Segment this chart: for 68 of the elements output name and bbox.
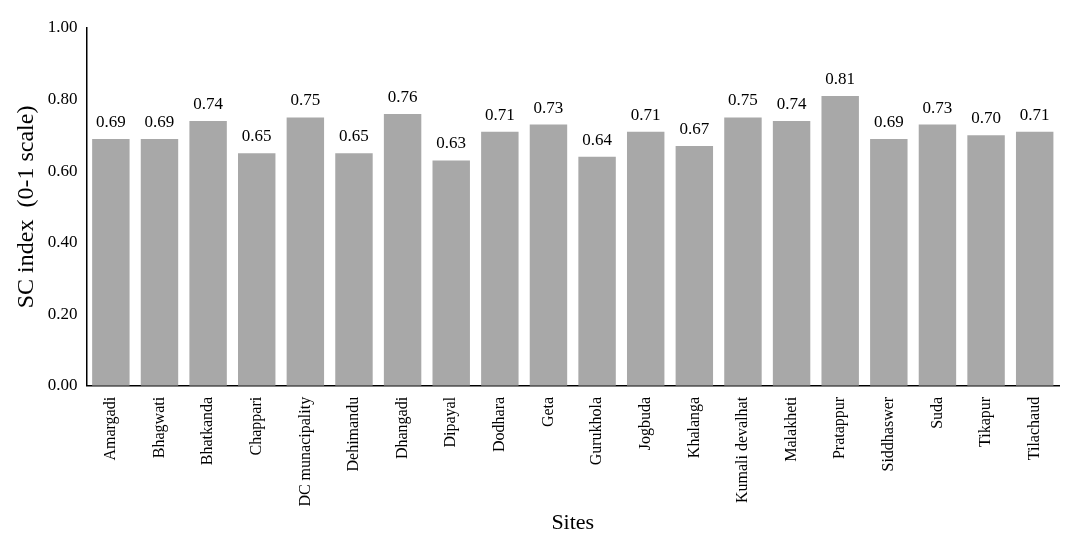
bar bbox=[772, 121, 811, 386]
bar bbox=[92, 138, 130, 386]
data-label: 0.69 bbox=[144, 111, 175, 131]
y-tick-label: 0.40 bbox=[47, 232, 78, 252]
y-tick-label: 1.00 bbox=[47, 17, 78, 37]
bar bbox=[383, 113, 422, 386]
x-tick-label: Dehimandu bbox=[344, 396, 362, 472]
x-tick-label: Malakheti bbox=[781, 396, 799, 462]
data-label: 0.63 bbox=[436, 133, 467, 153]
data-label: 0.73 bbox=[533, 97, 564, 117]
x-tick-label: Geta bbox=[538, 396, 556, 428]
bar bbox=[286, 117, 325, 386]
data-label: 0.75 bbox=[728, 90, 758, 110]
y-axis-title: SC index (0-1 scale) bbox=[11, 105, 38, 309]
data-label: 0.71 bbox=[630, 104, 661, 124]
data-label: 0.71 bbox=[1019, 104, 1050, 124]
x-axis-title: Sites bbox=[551, 508, 595, 534]
x-tick-label: Pratappur bbox=[830, 396, 849, 460]
data-label: 0.69 bbox=[873, 111, 904, 131]
y-tick-label: 0.20 bbox=[47, 303, 78, 323]
bar bbox=[578, 156, 616, 386]
bar bbox=[238, 153, 276, 386]
bar bbox=[821, 95, 859, 386]
data-label: 0.73 bbox=[922, 97, 953, 117]
y-tick-label: 0.60 bbox=[47, 160, 78, 180]
bar bbox=[1015, 131, 1054, 386]
x-tick-label: Suda bbox=[927, 396, 945, 429]
bar bbox=[967, 135, 1005, 386]
x-tick-label: Jogbuda bbox=[635, 396, 654, 451]
data-label: 0.76 bbox=[387, 86, 418, 106]
bar bbox=[870, 138, 908, 386]
x-tick-label: Gurukhola bbox=[587, 396, 605, 466]
bar bbox=[626, 131, 665, 386]
x-tick-label: DC munacipality bbox=[295, 396, 314, 507]
bar bbox=[335, 153, 373, 386]
bar bbox=[140, 138, 179, 386]
data-label: 0.64 bbox=[582, 129, 613, 149]
data-label: 0.69 bbox=[95, 111, 126, 131]
bar bbox=[189, 121, 227, 386]
data-label: 0.70 bbox=[971, 108, 1001, 128]
x-tick-label: Dipayal bbox=[441, 396, 460, 448]
data-label: 0.67 bbox=[679, 119, 710, 139]
bar bbox=[481, 131, 519, 386]
x-tick-label: Dodhara bbox=[490, 396, 508, 452]
bar bbox=[432, 160, 470, 386]
x-tick-label: Siddhaswer bbox=[879, 396, 897, 472]
x-tick-label: Kumali devalhat bbox=[733, 396, 751, 504]
bar bbox=[724, 117, 762, 386]
bar bbox=[529, 124, 568, 386]
data-label: 0.74 bbox=[193, 94, 224, 114]
data-label: 0.65 bbox=[339, 126, 369, 146]
data-label: 0.75 bbox=[290, 90, 321, 110]
data-label: 0.74 bbox=[776, 94, 807, 114]
x-tick-label: Khalanga bbox=[684, 396, 703, 459]
x-tick-label: Bhagwati bbox=[149, 396, 168, 459]
y-tick-label: 0.80 bbox=[47, 89, 78, 109]
data-label: 0.71 bbox=[484, 104, 515, 124]
bar bbox=[675, 146, 714, 386]
x-tick-label: Tilachaud bbox=[1024, 396, 1042, 461]
x-tick-label: Chappari bbox=[246, 396, 265, 456]
x-tick-label: Dhangadi bbox=[392, 396, 411, 460]
data-label: 0.65 bbox=[241, 126, 272, 146]
x-tick-label: Tikapur bbox=[976, 396, 995, 447]
y-tick-label: 0.00 bbox=[47, 375, 78, 395]
data-label: 0.81 bbox=[825, 68, 856, 88]
x-tick-label: Amargadi bbox=[101, 396, 120, 461]
bar bbox=[918, 124, 957, 386]
x-tick-label: Bhatkanda bbox=[198, 396, 216, 466]
